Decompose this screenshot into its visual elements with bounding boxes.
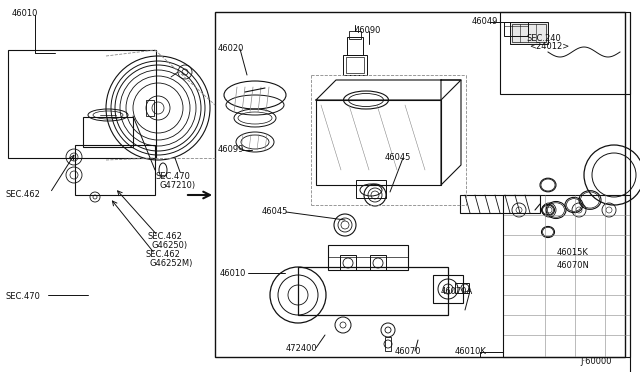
Text: SEC.462: SEC.462 (145, 250, 180, 259)
Text: 46020: 46020 (218, 44, 244, 53)
Text: SEC.240: SEC.240 (527, 34, 562, 43)
Text: 46070: 46070 (395, 347, 422, 356)
Bar (455, 283, 469, 293)
Bar (343, 55, 367, 75)
Bar (346, 57, 364, 73)
Text: SEC.470: SEC.470 (5, 292, 40, 301)
Bar (356, 180, 386, 198)
Bar (328, 245, 408, 270)
Bar (347, 37, 363, 55)
Text: J·60000: J·60000 (580, 357, 611, 366)
Bar (349, 31, 361, 39)
Text: 46099: 46099 (218, 145, 244, 154)
Text: 46010: 46010 (12, 9, 38, 18)
Text: G46250): G46250) (152, 241, 188, 250)
Bar (370, 255, 386, 270)
Bar (460, 195, 540, 213)
Bar (340, 255, 356, 270)
Text: 46010K: 46010K (455, 347, 487, 356)
Text: 46045: 46045 (385, 153, 412, 162)
Bar (510, 22, 548, 44)
Text: <24012>: <24012> (529, 42, 569, 51)
Bar (146, 100, 154, 116)
Bar (385, 337, 391, 351)
Text: 46010: 46010 (220, 269, 246, 278)
Text: 472400: 472400 (286, 344, 317, 353)
Text: 46049: 46049 (472, 17, 499, 26)
Bar (504, 22, 528, 36)
Text: SEC.462: SEC.462 (5, 190, 40, 199)
Text: G47210): G47210) (160, 181, 196, 190)
Bar (215, 12, 625, 357)
Bar (83, 117, 133, 147)
Bar (503, 195, 630, 357)
Bar (8, 50, 156, 158)
Text: G46252M): G46252M) (149, 259, 193, 268)
Text: 46015K: 46015K (557, 248, 589, 257)
Bar (298, 267, 448, 315)
Bar (500, 12, 630, 94)
Text: 46045: 46045 (262, 207, 289, 216)
Bar (512, 24, 546, 42)
Bar (75, 145, 155, 195)
Text: 46070N: 46070N (557, 261, 590, 270)
Text: SEC.462: SEC.462 (148, 232, 183, 241)
Text: 46070A: 46070A (441, 287, 473, 296)
Bar (316, 100, 441, 185)
Text: 46090: 46090 (355, 26, 381, 35)
Text: SEC.470: SEC.470 (155, 172, 190, 181)
Bar (433, 275, 463, 303)
